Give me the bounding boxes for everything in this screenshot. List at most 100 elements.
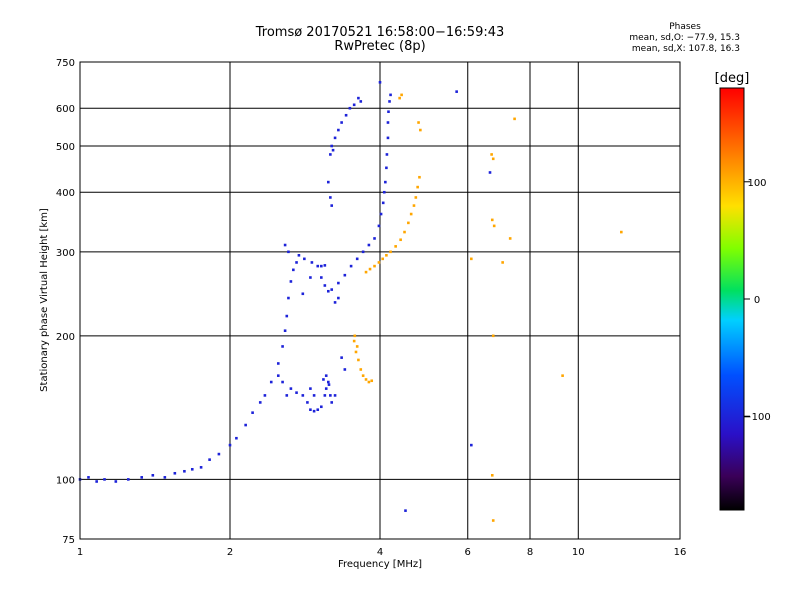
y-tick-label: 600 — [56, 104, 75, 115]
data-point — [389, 93, 392, 97]
data-point — [384, 180, 387, 184]
colorbar-tick-label: 0 — [754, 295, 760, 306]
data-point — [490, 153, 493, 156]
data-point — [386, 121, 390, 124]
data-point — [352, 103, 356, 107]
data-point — [359, 100, 363, 103]
data-point — [355, 257, 359, 261]
x-axis-label: Frequency [MHz] — [338, 559, 422, 570]
data-point — [309, 408, 312, 412]
data-point — [377, 261, 381, 264]
data-point — [289, 387, 293, 390]
y-tick-label: 300 — [56, 248, 75, 259]
data-point — [416, 185, 419, 189]
data-point — [327, 289, 330, 293]
data-point — [269, 380, 273, 384]
data-point — [251, 411, 254, 414]
data-point — [361, 250, 365, 254]
x-tick-label: 1 — [77, 547, 83, 558]
data-point — [301, 394, 305, 397]
data-point — [378, 80, 382, 84]
data-point — [491, 519, 495, 522]
data-point — [333, 394, 337, 397]
data-point — [258, 401, 262, 404]
data-point — [394, 245, 397, 248]
data-point — [364, 378, 368, 381]
data-point — [491, 334, 495, 338]
data-point — [330, 144, 334, 148]
data-point — [283, 329, 287, 332]
x-tick-label: 6 — [465, 547, 471, 558]
x-tick-label: 10 — [572, 547, 585, 558]
data-point — [283, 243, 287, 247]
data-point — [228, 443, 232, 447]
data-point — [331, 148, 335, 152]
chart-title: Tromsø 20170521 16:58:00−16:59:43 RwPret… — [230, 26, 530, 54]
data-point — [399, 238, 402, 242]
colorbar-tick-label: −100 — [743, 412, 770, 423]
phase-summary-o: mean, sd,O: −77.9, 15.3 — [629, 33, 740, 43]
data-point — [491, 157, 495, 161]
data-point — [103, 478, 106, 481]
data-point — [490, 218, 494, 222]
data-point — [353, 334, 357, 338]
data-point — [488, 171, 492, 174]
data-point — [344, 113, 348, 117]
data-point — [276, 374, 280, 377]
data-point — [287, 250, 290, 254]
data-point — [340, 356, 343, 359]
data-point — [367, 380, 371, 384]
data-point — [354, 350, 358, 354]
phase-summary-header: Phases — [669, 22, 701, 32]
data-point — [309, 387, 312, 390]
data-point — [208, 458, 211, 461]
data-point — [513, 117, 516, 121]
data-point — [379, 212, 383, 216]
data-point — [355, 345, 359, 348]
data-point — [322, 378, 325, 381]
data-points — [78, 80, 623, 522]
data-point — [370, 379, 374, 383]
data-point — [320, 405, 323, 409]
grid-lines — [80, 62, 680, 539]
data-point — [361, 374, 365, 377]
data-point — [367, 243, 371, 247]
data-point — [235, 436, 238, 440]
chart-subtitle: RwPretec (8p) — [334, 39, 426, 54]
y-tick-label: 500 — [56, 142, 75, 153]
data-point — [340, 121, 343, 124]
data-point — [501, 261, 504, 264]
data-point — [310, 261, 314, 264]
data-point — [387, 110, 390, 114]
data-point — [324, 387, 328, 390]
data-point — [412, 204, 416, 207]
data-point — [285, 314, 289, 318]
y-tick-label: 400 — [56, 188, 75, 199]
x-tick-label: 8 — [527, 547, 533, 558]
data-point — [114, 480, 118, 483]
data-point — [337, 281, 340, 285]
chart-title-line: Tromsø 20170521 16:58:00−16:59:43 — [255, 25, 505, 40]
data-point — [281, 380, 284, 384]
data-point — [320, 276, 323, 279]
data-point — [359, 368, 363, 371]
data-point — [183, 469, 186, 473]
data-point — [163, 476, 167, 479]
data-point — [385, 166, 388, 170]
data-point — [398, 96, 401, 100]
y-axis-ticks: 75 100 200 300 400 500 600 750 — [56, 58, 75, 546]
data-point — [381, 257, 384, 261]
data-point — [364, 270, 368, 274]
data-point — [151, 474, 155, 477]
data-point — [386, 136, 390, 140]
plot-frame — [79, 61, 681, 540]
data-point — [337, 128, 340, 132]
colorbar-label: [deg] — [715, 71, 750, 86]
data-point — [348, 106, 352, 110]
data-point — [329, 394, 332, 397]
data-point — [126, 478, 130, 481]
data-point — [329, 196, 332, 199]
data-point — [327, 380, 330, 384]
data-point — [419, 128, 422, 132]
data-point — [400, 93, 403, 97]
